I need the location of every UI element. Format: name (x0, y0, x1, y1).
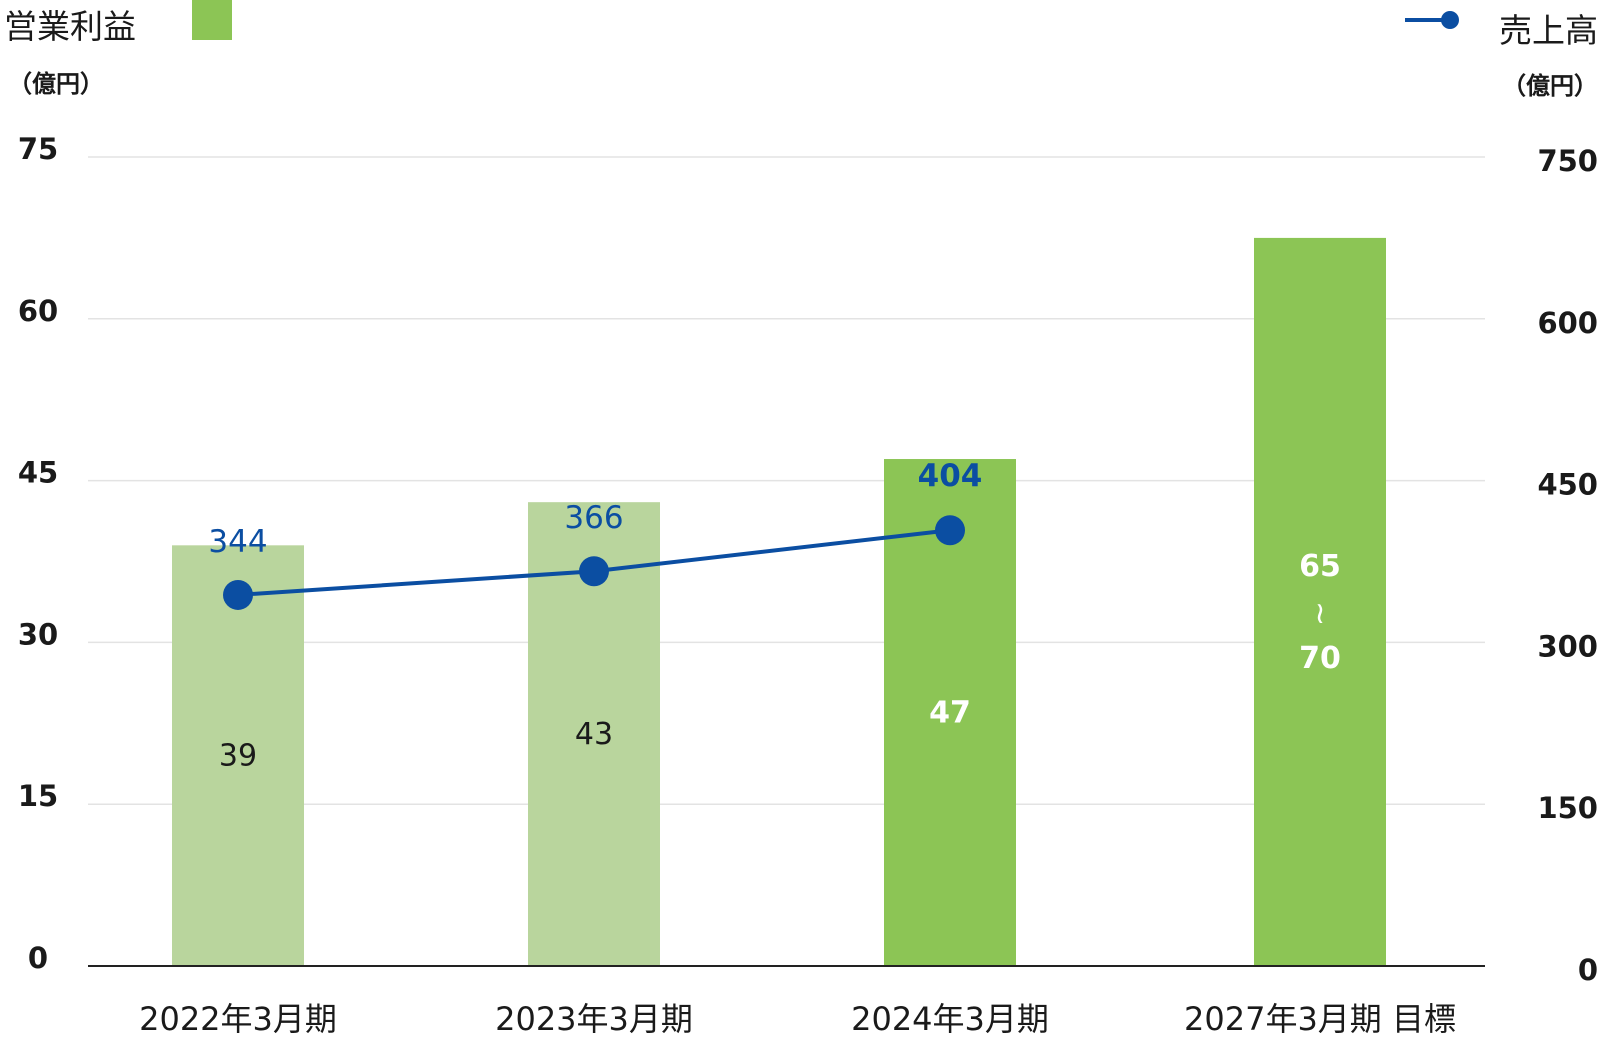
operating-profit-value: 39 (219, 739, 257, 774)
sales-point (223, 579, 253, 610)
right-tick-label: 600 (1537, 306, 1598, 340)
right-axis-ticks: 0 150 300 450 600 750 (1537, 144, 1598, 987)
left-tick-label: 30 (18, 617, 58, 651)
gridlines (88, 156, 1485, 805)
sales-value-label: 344 (208, 524, 267, 560)
left-axis-ticks: 0 15 30 45 60 75 (18, 132, 58, 975)
left-tick-label: 0 (28, 941, 48, 975)
legend-sales-marker (1441, 11, 1459, 29)
operating-profit-bar (1254, 237, 1386, 966)
left-tick-label: 45 (18, 456, 58, 490)
operating-profit-range-low: 65 (1299, 549, 1341, 584)
left-tick-label: 75 (18, 132, 58, 166)
right-tick-label: 0 (1578, 953, 1598, 987)
legend-sales-label: 売上高 (1499, 11, 1598, 50)
operating-profit-bar (172, 545, 304, 966)
category-label: 2023年3月期 (495, 1000, 693, 1038)
left-tick-label: 15 (18, 779, 58, 813)
category-label: 2027年3月期 目標 (1184, 1000, 1456, 1038)
left-axis-unit: （億円） (8, 70, 104, 98)
sales-point (579, 556, 609, 587)
x-axis-categories: 2022年3月期 2023年3月期 2024年3月期 2027年3月期 目標 (139, 1000, 1456, 1038)
right-tick-label: 450 (1537, 468, 1598, 502)
right-axis-unit: （億円） (1502, 72, 1598, 100)
category-label: 2022年3月期 (139, 1000, 337, 1038)
sales-value-label: 404 (918, 458, 983, 494)
operating-profit-value: 47 (929, 696, 971, 731)
sales-value-label: 366 (564, 500, 623, 536)
sales-series: 344 366 404 (208, 458, 982, 610)
right-tick-label: 300 (1537, 629, 1598, 663)
operating-profit-range-high: 70 (1299, 641, 1341, 676)
legend-operating-profit-swatch (192, 0, 232, 40)
sales-point (935, 515, 965, 546)
left-tick-label: 60 (18, 294, 58, 328)
legend: 営業利益 売上高 (4, 0, 1598, 50)
operating-profit-value: 43 (575, 717, 613, 752)
operating-profit-bars (172, 237, 1386, 966)
right-tick-label: 150 (1537, 791, 1598, 825)
right-tick-label: 750 (1537, 144, 1598, 178)
operating-profit-labels: 39 43 47 65 ≀ 70 (219, 549, 1341, 774)
category-label: 2024年3月期 (851, 1000, 1049, 1038)
legend-operating-profit-label: 営業利益 (4, 7, 136, 46)
range-separator: ≀ (1314, 596, 1325, 631)
